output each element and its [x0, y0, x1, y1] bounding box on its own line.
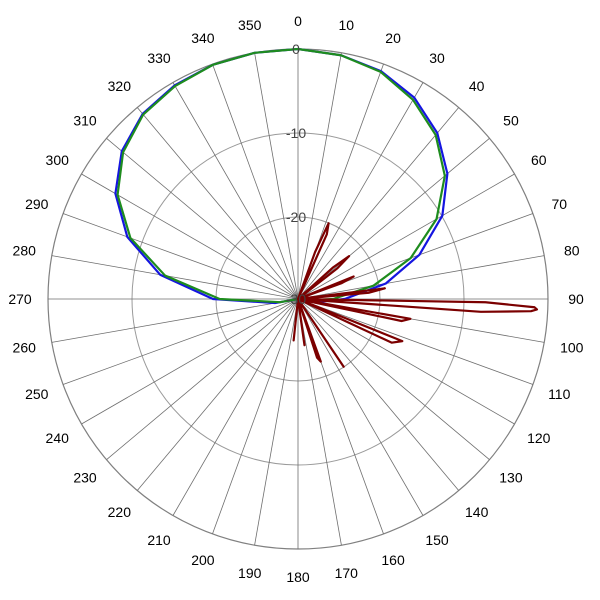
angle-tick-label: 230 — [73, 470, 97, 486]
angle-tick-label: 260 — [13, 339, 37, 355]
grid-spoke — [297, 255, 545, 300]
angle-tick-label: 80 — [564, 243, 580, 259]
grid-spoke — [212, 63, 299, 300]
angle-tick-label: 110 — [548, 386, 571, 402]
angle-tick-label: 280 — [13, 243, 37, 259]
grid-spoke — [62, 298, 299, 385]
angle-tick-label: 210 — [147, 532, 171, 548]
series-layer — [114, 47, 539, 368]
grid-spoke — [254, 298, 299, 546]
grid-spoke — [297, 173, 515, 300]
angle-tick-label: 250 — [25, 386, 49, 402]
angle-tick-label: 290 — [25, 196, 49, 212]
radial-tick-label: -30 — [286, 291, 306, 307]
angle-tick-label: 220 — [108, 504, 132, 520]
angle-tick-label: 320 — [108, 78, 132, 94]
angle-tick-label: 130 — [499, 470, 523, 486]
angle-tick-label: 70 — [551, 196, 567, 212]
grid-spoke — [81, 298, 299, 425]
radial-tick-label: -10 — [286, 125, 306, 141]
angle-tick-label: 190 — [238, 565, 262, 581]
angle-tick-label: 0 — [294, 13, 302, 29]
grid-spoke — [297, 107, 460, 300]
grid-spoke — [297, 298, 490, 461]
angle-tick-label: 60 — [531, 152, 547, 168]
angle-tick-label: 350 — [238, 17, 262, 33]
grid-spoke — [297, 298, 515, 425]
angle-tick-label: 200 — [191, 552, 215, 568]
grid-spoke — [106, 298, 299, 461]
grid-spoke — [297, 52, 342, 300]
grid-spoke — [297, 82, 424, 300]
grid-spoke — [172, 82, 299, 300]
grid-spoke — [297, 298, 424, 516]
grid-spoke — [254, 52, 299, 300]
grid-spoke — [62, 213, 299, 300]
angle-tick-label: 100 — [560, 339, 584, 355]
grid-spoke — [136, 107, 299, 300]
grid-spoke — [172, 298, 299, 516]
angle-tick-label: 340 — [191, 30, 215, 46]
angle-tick-label: 150 — [425, 532, 449, 548]
angle-tick-label: 160 — [381, 552, 405, 568]
angle-tick-label: 270 — [8, 291, 32, 307]
angle-tick-label: 180 — [286, 569, 310, 585]
angle-tick-label: 40 — [469, 78, 485, 94]
angle-tick-label: 310 — [73, 112, 97, 128]
grid-spoke — [51, 255, 299, 300]
angle-tick-label: 20 — [385, 30, 401, 46]
grid-spoke — [136, 298, 299, 491]
radial-tick-label: 0 — [292, 41, 300, 57]
angle-tick-label: 50 — [503, 112, 519, 128]
radial-tick-label: -20 — [286, 209, 306, 225]
grid-spoke — [51, 298, 299, 343]
angle-tick-label: 120 — [527, 430, 551, 446]
angle-tick-label: 10 — [338, 17, 354, 33]
grid-spoke — [297, 298, 342, 546]
angle-tick-label: 330 — [147, 50, 171, 66]
grid-spoke — [297, 298, 534, 385]
angle-tick-label: 30 — [429, 50, 445, 66]
grid-spoke — [297, 137, 490, 300]
series-line-3 — [292, 222, 539, 368]
tick-labels: 0 10 20 30 40 50 60 70 80 90 100 110 120 130 140 150 160… — [8, 13, 584, 585]
angle-tick-label: 300 — [46, 152, 70, 168]
grid-spoke — [212, 298, 299, 535]
grid-spoke — [297, 298, 460, 491]
angle-tick-label: 140 — [465, 504, 489, 520]
grid-spoke — [106, 137, 299, 300]
angle-tick-label: 90 — [568, 291, 584, 307]
angle-tick-label: 240 — [46, 430, 70, 446]
angle-tick-label: 170 — [335, 565, 359, 581]
